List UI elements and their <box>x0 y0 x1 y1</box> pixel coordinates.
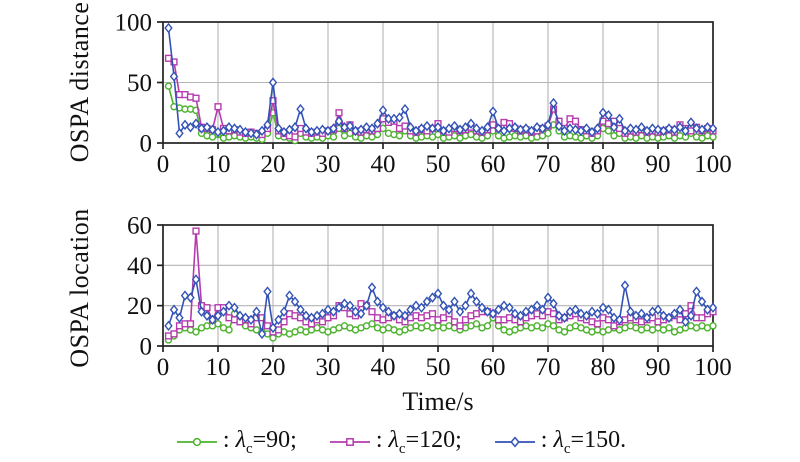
legend-label: : λc=90; <box>222 427 297 457</box>
svg-text:30: 30 <box>316 354 341 381</box>
svg-text:10: 10 <box>206 151 231 178</box>
legend-square-marker-icon <box>329 437 370 446</box>
legend-circle-marker-icon <box>176 437 217 447</box>
legend-item-lambda-120: : λc=120; <box>327 427 462 457</box>
svg-text:40: 40 <box>371 151 396 178</box>
svg-text:20: 20 <box>261 151 286 178</box>
svg-text:100: 100 <box>694 151 732 178</box>
svg-text:40: 40 <box>371 354 396 381</box>
series-square <box>164 227 717 340</box>
svg-text:20: 20 <box>261 354 286 381</box>
svg-text:80: 80 <box>591 151 616 178</box>
legend-label: : λc=120; <box>375 427 462 457</box>
svg-text:90: 90 <box>646 151 671 178</box>
series-diamond <box>164 274 718 340</box>
svg-text:0: 0 <box>140 131 153 158</box>
legend-label: : λc=150. <box>540 427 627 457</box>
svg-text:60: 60 <box>481 151 506 178</box>
svg-text:50: 50 <box>426 354 451 381</box>
series-diamond <box>164 22 718 140</box>
gridlines <box>163 22 713 143</box>
svg-text:90: 90 <box>646 354 671 381</box>
axes: 0 10 20 30 40 50 60 70 80 90 100 0 50 100 <box>115 10 732 179</box>
svg-text:80: 80 <box>591 354 616 381</box>
svg-text:100: 100 <box>694 354 732 381</box>
svg-text:100: 100 <box>115 10 153 37</box>
svg-text:0: 0 <box>140 334 153 361</box>
legend: : λc=90; : λc=120; : λc=150. <box>0 427 800 457</box>
svg-text:10: 10 <box>206 354 231 381</box>
svg-text:70: 70 <box>536 151 561 178</box>
svg-text:30: 30 <box>316 151 341 178</box>
svg-text:20: 20 <box>127 293 152 320</box>
svg-text:50: 50 <box>127 70 152 97</box>
axes: 0 10 20 30 40 50 60 70 80 90 100 0 20 40 60 <box>127 213 732 382</box>
svg-text:60: 60 <box>127 213 152 240</box>
ospa-location-plot: 0 10 20 30 40 50 60 70 80 90 100 0 20 40 60 <box>127 213 732 382</box>
svg-text:60: 60 <box>481 354 506 381</box>
svg-text:40: 40 <box>127 253 152 280</box>
legend-item-lambda-90: : λc=90; <box>174 427 297 457</box>
svg-text:0: 0 <box>157 151 170 178</box>
x-axis-label: Time/s <box>402 387 474 416</box>
svg-text:70: 70 <box>536 354 561 381</box>
legend-item-lambda-150: : λc=150. <box>492 427 626 457</box>
svg-text:50: 50 <box>426 151 451 178</box>
series-circle <box>164 310 717 344</box>
legend-diamond-marker-icon <box>494 436 535 448</box>
svg-text:0: 0 <box>157 354 170 381</box>
ospa-distance-plot: 0 10 20 30 40 50 60 70 80 90 100 0 50 100 <box>115 10 732 179</box>
